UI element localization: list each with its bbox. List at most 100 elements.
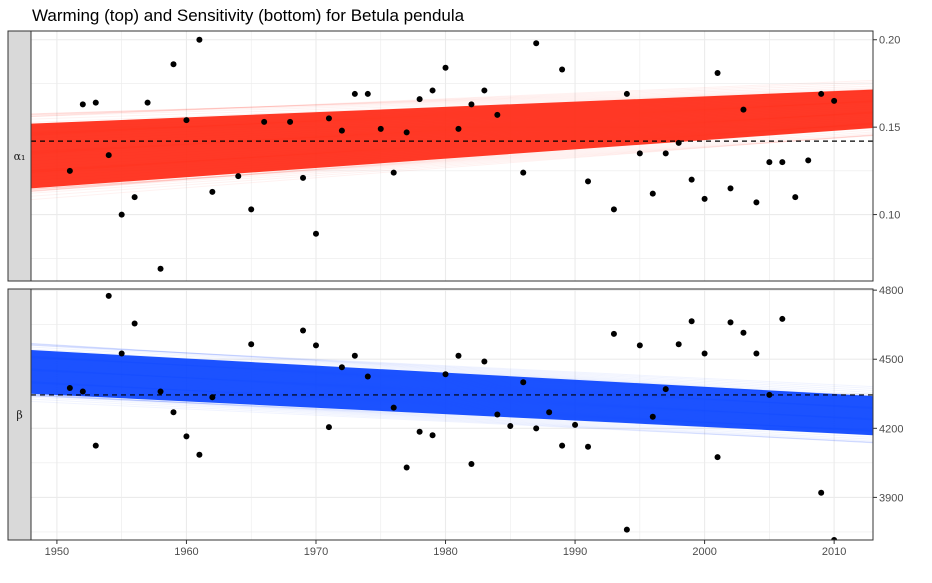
- band-sample-line: [31, 394, 873, 438]
- data-point: [805, 157, 812, 164]
- band-sample-line: [31, 88, 873, 115]
- data-point: [623, 526, 630, 533]
- facet-strip: [7, 288, 32, 541]
- data-point: [792, 194, 799, 201]
- data-point: [753, 199, 760, 206]
- data-point: [390, 169, 397, 176]
- data-point: [585, 178, 592, 185]
- band-sample-line: [31, 343, 873, 391]
- x-tick-label: 1990: [563, 546, 587, 558]
- data-point: [520, 169, 527, 176]
- data-point: [364, 90, 371, 97]
- data-point: [92, 99, 99, 106]
- data-point: [403, 464, 410, 471]
- data-point: [312, 342, 319, 349]
- data-point: [455, 352, 462, 359]
- data-point: [325, 424, 332, 431]
- data-point: [170, 409, 177, 416]
- data-point: [183, 117, 190, 124]
- band-sample-line: [31, 135, 873, 194]
- band-sample-line: [31, 393, 873, 442]
- band-sample-line: [31, 87, 873, 115]
- data-point: [196, 451, 203, 458]
- data-point: [701, 350, 708, 357]
- data-point: [753, 350, 760, 357]
- y-tick-label: 0.10: [879, 210, 900, 222]
- data-points: [66, 292, 838, 540]
- data-point: [442, 64, 449, 71]
- data-point: [675, 341, 682, 348]
- data-point: [779, 159, 786, 166]
- band-sample-line: [31, 131, 873, 190]
- data-point: [714, 69, 721, 76]
- data-point: [287, 118, 294, 125]
- data-point: [351, 352, 358, 359]
- data-point: [79, 388, 86, 395]
- band-sample-line: [31, 133, 873, 190]
- panel-2: β 3900 4200 4500 4800: [7, 285, 903, 541]
- data-point: [157, 265, 164, 272]
- data-point: [390, 404, 397, 411]
- band-sample-line: [31, 396, 873, 444]
- x-tick-label: 1950: [45, 546, 69, 558]
- data-point: [300, 174, 307, 181]
- data-point: [66, 385, 73, 392]
- data-point: [688, 318, 695, 325]
- data-point: [92, 442, 99, 449]
- band-sample-line: [31, 344, 873, 389]
- data-point: [105, 152, 112, 159]
- data-point: [157, 388, 164, 395]
- x-tick-label: 1970: [304, 546, 328, 558]
- band-sample-line: [31, 90, 873, 117]
- data-point: [79, 101, 86, 108]
- band-sample-line: [31, 343, 873, 394]
- x-axis: 1950 1960 1970 1980 1990 2000 2010: [45, 540, 846, 558]
- panel-1: α₁ 0.10 0.15 0.20: [7, 30, 900, 282]
- data-point: [662, 150, 669, 157]
- data-point: [248, 206, 255, 213]
- data-point: [649, 413, 656, 420]
- band-sample-line: [31, 343, 873, 398]
- data-point: [533, 425, 540, 432]
- x-tick-label: 1980: [433, 546, 457, 558]
- band-sample-line: [31, 134, 873, 197]
- data-point: [481, 87, 488, 94]
- data-point: [325, 115, 332, 122]
- data-point: [338, 127, 345, 134]
- band-sample-line: [31, 81, 873, 117]
- data-point: [118, 211, 125, 218]
- data-point: [209, 394, 216, 401]
- data-point: [170, 61, 177, 68]
- data-point: [196, 36, 203, 43]
- data-point: [105, 292, 112, 299]
- data-point: [559, 442, 566, 449]
- band-sample-line: [31, 83, 873, 116]
- band-sample-line: [31, 393, 873, 440]
- y-tick-label: 4200: [879, 423, 903, 435]
- y-tick-label: 4500: [879, 354, 903, 366]
- data-point: [818, 489, 825, 496]
- facet-strip-label: α₁: [14, 150, 26, 163]
- data-point: [131, 194, 138, 201]
- data-point: [416, 96, 423, 103]
- data-point: [248, 341, 255, 348]
- band-sample-line: [31, 393, 873, 443]
- band-sample-line: [31, 400, 873, 443]
- band-core: [31, 350, 873, 436]
- band-sample-line: [31, 85, 873, 115]
- x-tick-label: 2010: [822, 546, 846, 558]
- data-point: [546, 409, 553, 416]
- data-points: [66, 36, 838, 272]
- data-point: [779, 315, 786, 322]
- data-point: [261, 118, 268, 125]
- data-point: [585, 443, 592, 450]
- data-point: [688, 176, 695, 183]
- data-point: [338, 364, 345, 371]
- data-point: [831, 97, 838, 104]
- data-point: [455, 125, 462, 132]
- band-sample-line: [31, 344, 873, 388]
- band-sample-line: [31, 398, 873, 444]
- band-core: [31, 89, 873, 189]
- x-tick-label: 2000: [692, 546, 716, 558]
